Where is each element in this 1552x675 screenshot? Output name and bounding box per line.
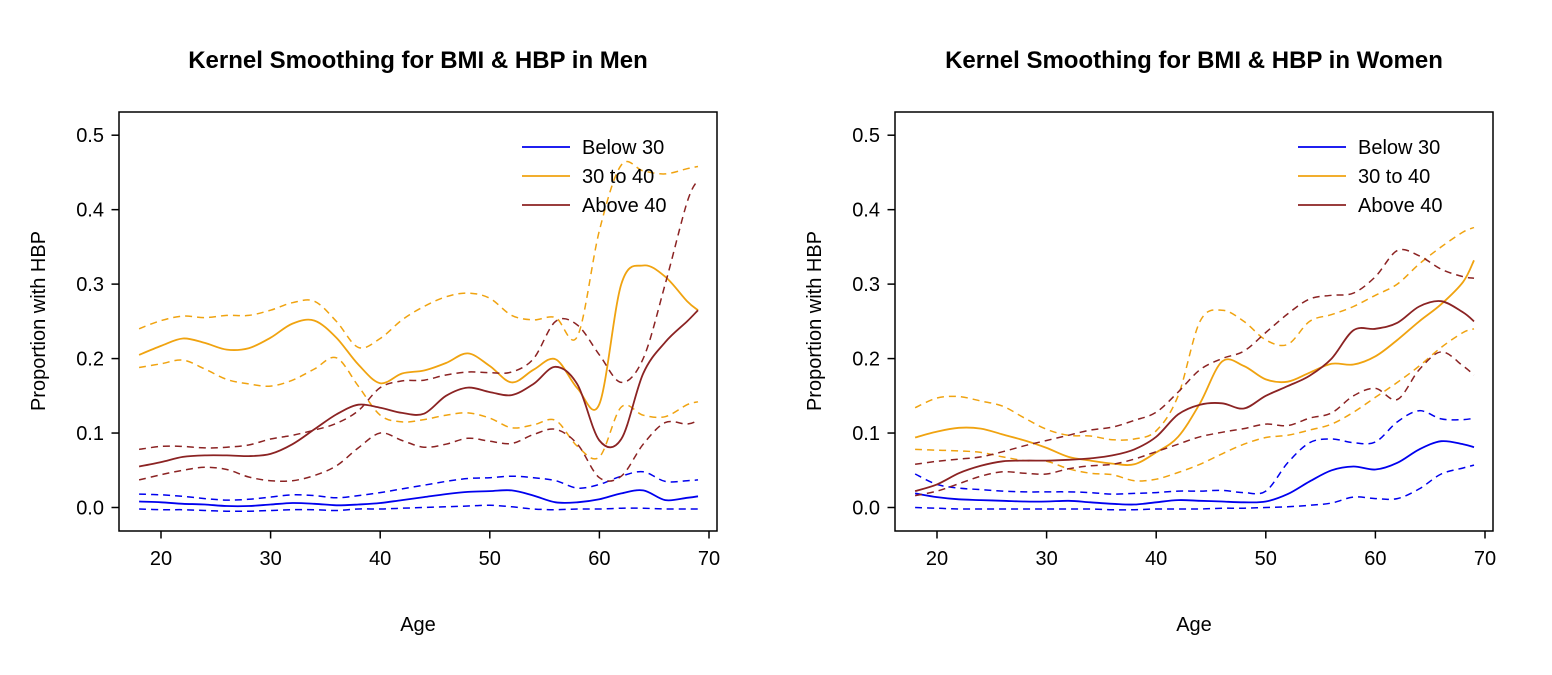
legend-label: 30 to 40 <box>1358 166 1430 188</box>
chart-title: Kernel Smoothing for BMI & HBP in Men <box>188 47 648 74</box>
y-tick-label: 0.5 <box>852 125 880 147</box>
series-upper-blue-line <box>914 409 1475 495</box>
legend-label: Below 30 <box>1358 137 1440 159</box>
y-tick-label: 0.3 <box>76 274 104 296</box>
men-chart-svg: Kernel Smoothing for BMI & HBP in Men 20 3… <box>28 47 720 636</box>
x-tick-label: 50 <box>1255 548 1277 570</box>
x-tick-label: 40 <box>369 548 391 570</box>
x-tick-label: 70 <box>698 548 720 570</box>
x-tick-label: 60 <box>588 548 610 570</box>
series-upper-darkred-line <box>914 248 1475 466</box>
x-tick-label: 40 <box>1145 548 1167 570</box>
x-tick-label: 70 <box>1474 548 1496 570</box>
women-chart: Kernel Smoothing for BMI & HBP in Women 2… <box>776 0 1552 675</box>
y-tick-label: 0.2 <box>76 349 104 371</box>
y-tick-label: 0.1 <box>852 423 880 445</box>
women-chart-svg: Kernel Smoothing for BMI & HBP in Women 2… <box>804 47 1496 636</box>
y-axis-label: Proportion with HBP <box>28 231 50 411</box>
y-tick-label: 0.3 <box>852 274 880 296</box>
x-tick-label: 20 <box>926 548 948 570</box>
legend-label: 30 to 40 <box>582 166 654 188</box>
series-lower-orange-line <box>138 356 699 460</box>
x-tick-label: 30 <box>1035 548 1057 570</box>
legend-label: Above 40 <box>1358 195 1443 217</box>
series-estimate-orange-line <box>138 264 699 411</box>
y-tick-label: 0.0 <box>76 498 104 520</box>
series-estimate-blue-line <box>139 489 699 508</box>
x-tick-label: 30 <box>259 548 281 570</box>
plot-panel-border <box>894 111 1494 532</box>
x-axis-label: Age <box>1176 614 1212 636</box>
x-tick-label: 60 <box>1364 548 1386 570</box>
series-upper-orange-line <box>914 226 1475 441</box>
y-axis-label: Proportion with HBP <box>804 231 826 411</box>
y-tick-label: 0.4 <box>852 200 880 222</box>
series-estimate-blue-line <box>914 440 1475 506</box>
series-estimate-orange-line <box>914 259 1475 466</box>
legend-label: Below 30 <box>582 137 664 159</box>
series-upper-orange-line <box>138 160 699 349</box>
y-tick-label: 0.2 <box>852 349 880 371</box>
x-tick-label: 20 <box>150 548 172 570</box>
plot-panel-border <box>118 111 718 532</box>
series-estimate-darkred-line <box>138 309 699 468</box>
y-tick-label: 0.0 <box>852 498 880 520</box>
chart-title: Kernel Smoothing for BMI & HBP in Women <box>945 47 1443 74</box>
y-tick-label: 0.1 <box>76 423 104 445</box>
series-estimate-darkred-line <box>914 300 1475 492</box>
series-lower-orange-line <box>915 328 1475 482</box>
y-tick-label: 0.5 <box>76 125 104 147</box>
legend-label: Above 40 <box>582 195 667 217</box>
series-lower-darkred-line <box>138 419 699 483</box>
series-upper-blue-line <box>139 470 699 501</box>
x-tick-label: 50 <box>479 548 501 570</box>
series-lower-darkred-line <box>914 351 1475 497</box>
x-axis-label: Age <box>400 614 436 636</box>
men-chart: Kernel Smoothing for BMI & HBP in Men 20 3… <box>28 47 720 636</box>
series-upper-darkred-line <box>138 179 699 451</box>
y-tick-label: 0.4 <box>76 200 104 222</box>
